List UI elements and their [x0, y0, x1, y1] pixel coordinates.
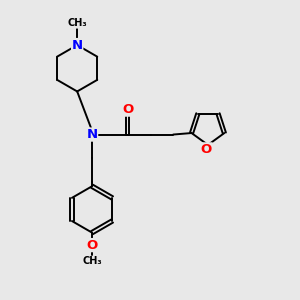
Text: N: N — [86, 128, 98, 141]
Text: CH₃: CH₃ — [68, 18, 87, 28]
Text: O: O — [86, 238, 98, 252]
Text: CH₃: CH₃ — [82, 256, 102, 266]
Text: N: N — [72, 39, 83, 52]
Text: O: O — [201, 143, 212, 156]
Text: O: O — [122, 103, 133, 116]
